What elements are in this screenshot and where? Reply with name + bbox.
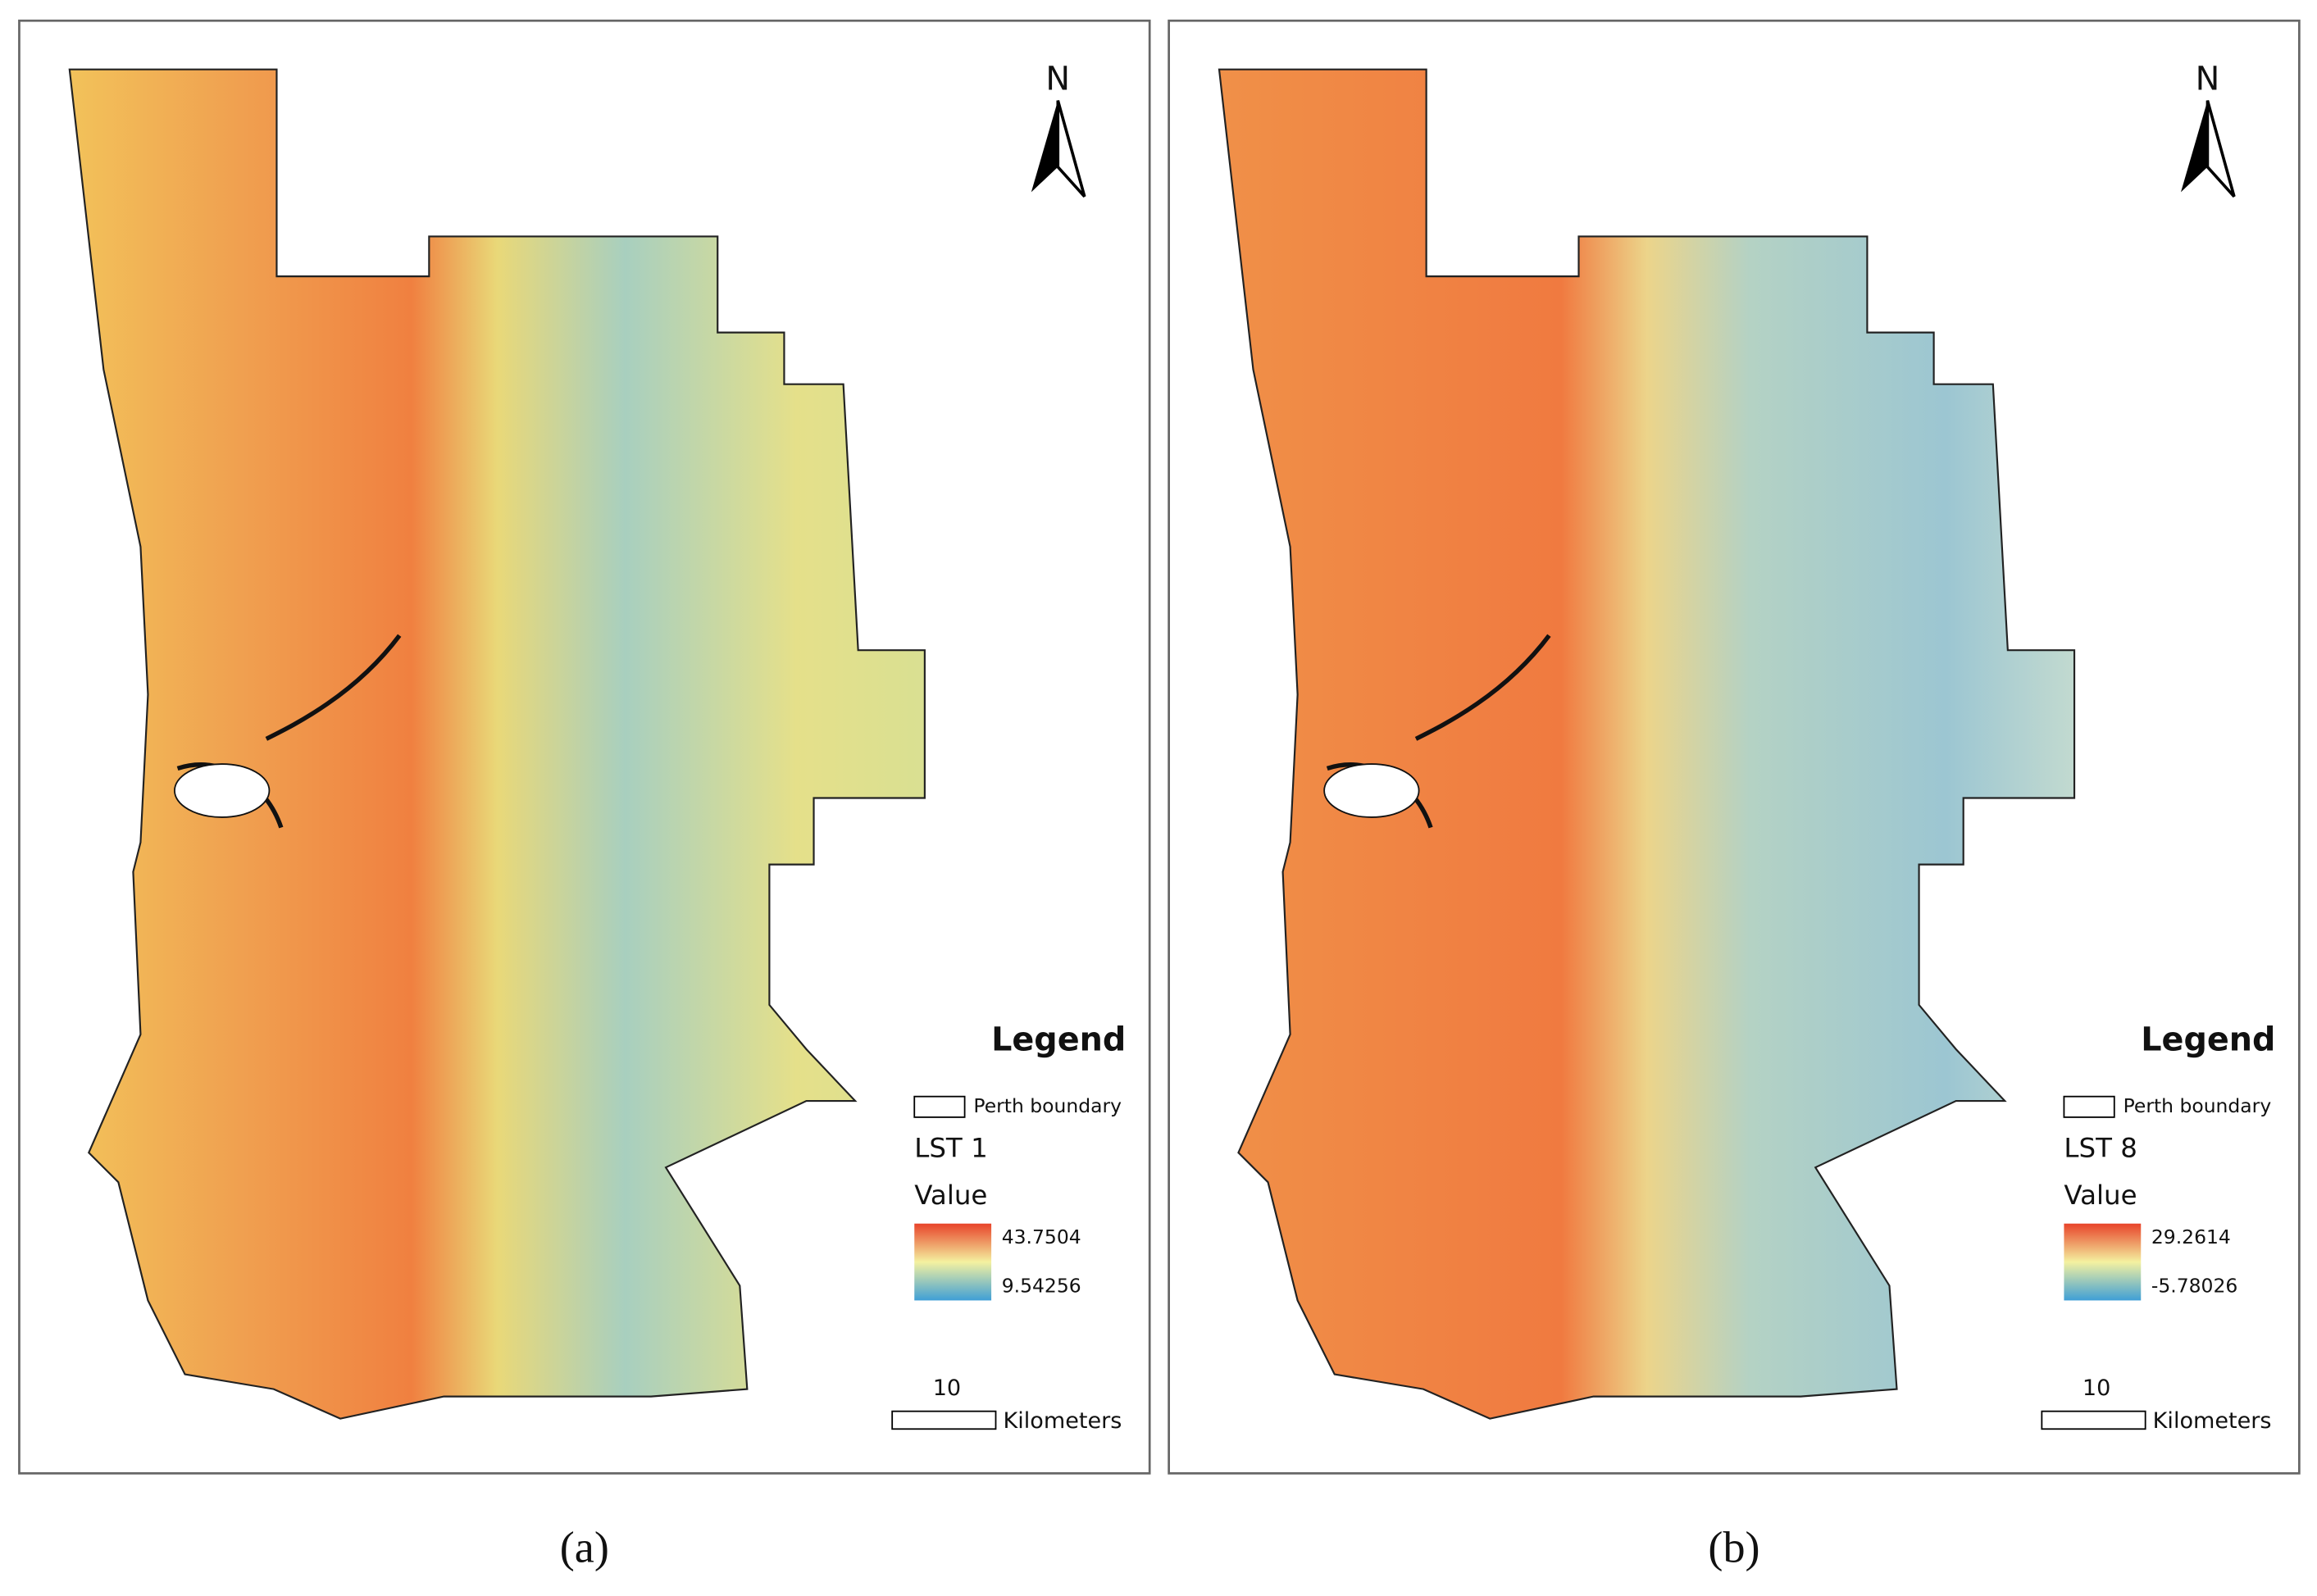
min-label: 9.54256 (1002, 1275, 1081, 1298)
north-arrow (1031, 98, 1086, 198)
estuary (1323, 763, 1420, 818)
value-label: Value (914, 1180, 987, 1211)
scale-bar (2041, 1410, 2146, 1430)
north-label: N (2196, 61, 2220, 98)
scale-bar (891, 1410, 997, 1430)
max-label: 29.2614 (2151, 1225, 2231, 1248)
min-label: -5.78026 (2151, 1275, 2237, 1298)
boundary-label: Perth boundary (2124, 1094, 2272, 1117)
scale-unit: Kilometers (1004, 1408, 1122, 1434)
scale-unit: Kilometers (2153, 1408, 2272, 1434)
boundary-swatch (913, 1095, 966, 1118)
caption: (b) (1708, 1522, 1759, 1571)
north-arrow (2180, 98, 2236, 198)
legend-title: Legend (991, 1021, 1126, 1058)
caption: (a) (560, 1522, 609, 1571)
panel-b: N Legend Perth boundary LST 8 Value 29.2… (1168, 19, 2301, 1571)
boundary-swatch (2063, 1095, 2115, 1118)
scale-value: 10 (2083, 1375, 2110, 1401)
color-ramp (914, 1223, 992, 1301)
estuary (174, 763, 271, 818)
value-label: Value (2064, 1180, 2137, 1211)
scale-value: 10 (933, 1375, 961, 1401)
layer-name: LST 8 (2064, 1133, 2137, 1164)
legend-title: Legend (2141, 1021, 2275, 1058)
color-ramp (2064, 1223, 2142, 1301)
boundary-label: Perth boundary (973, 1094, 1122, 1117)
layer-name: LST 1 (914, 1133, 988, 1164)
north-label: N (1045, 61, 1070, 98)
panel-a: N Legend Perth boundary LST 1 Value 43.7… (18, 19, 1151, 1571)
max-label: 43.7504 (1002, 1225, 1081, 1248)
